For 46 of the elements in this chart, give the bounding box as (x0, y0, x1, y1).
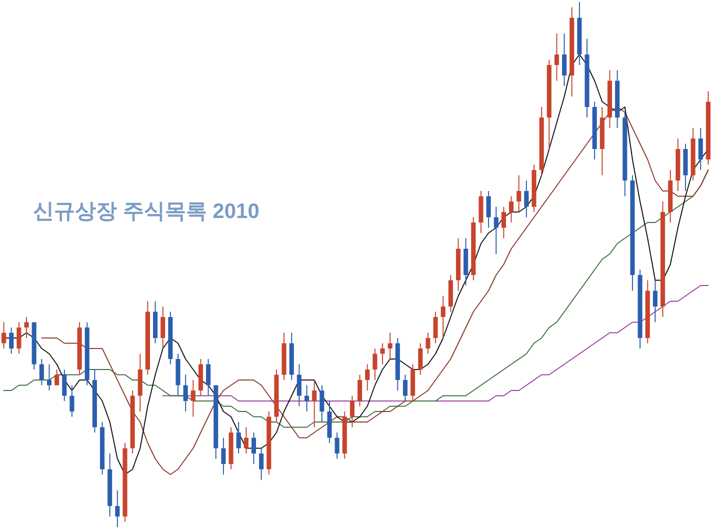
candlestick (365, 364, 370, 391)
candlestick (312, 380, 317, 428)
candlestick (251, 432, 256, 464)
candlestick (24, 316, 29, 338)
candlestick (524, 180, 529, 218)
candlestick (554, 33, 559, 82)
candlestick (39, 358, 44, 386)
candlestick (236, 422, 241, 454)
candlestick (54, 369, 60, 386)
candlestick (501, 206, 506, 239)
candlestick (190, 380, 196, 418)
candlestick (62, 369, 67, 402)
candlestick (494, 206, 498, 254)
candlestick (380, 342, 385, 365)
text: 신규상장 주식목록 2010 (33, 200, 260, 223)
candlestick (183, 374, 188, 412)
candlestick (486, 190, 491, 228)
candlestick (115, 490, 120, 528)
candlestick (509, 196, 514, 223)
candlestick (9, 327, 14, 354)
candlestick (70, 384, 74, 418)
candlestick (160, 306, 166, 349)
candlestick (698, 128, 703, 170)
candlestick (433, 311, 438, 344)
candlestick (296, 364, 302, 407)
candlestick (350, 395, 354, 428)
candlestick (358, 374, 362, 407)
candlestick (440, 296, 446, 338)
candlestick (2, 322, 6, 349)
candlestick (516, 174, 522, 212)
candlestick (652, 280, 658, 323)
candlestick (304, 384, 310, 412)
candlestick (334, 432, 340, 460)
candlestick (388, 332, 392, 360)
candlestick (206, 358, 211, 396)
candlestick (46, 364, 52, 391)
candlestick (402, 374, 408, 402)
candlestick (320, 384, 324, 422)
candlestick (426, 332, 430, 354)
candlestick (16, 322, 22, 354)
candlestick (418, 342, 423, 376)
candlestick (562, 33, 567, 86)
candlestick (221, 437, 226, 475)
candlestick (372, 348, 378, 380)
candlestick (259, 448, 264, 480)
candlestick (244, 426, 248, 454)
